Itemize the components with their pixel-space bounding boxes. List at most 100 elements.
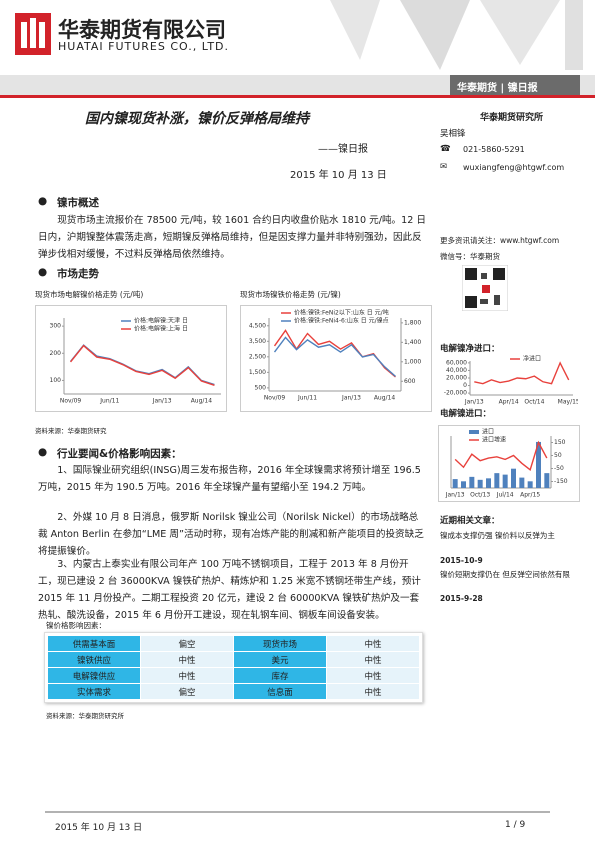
section-heading: 行业要闻&价格影响因素： [57, 448, 182, 460]
table-cell: 信息面 [233, 683, 327, 700]
tick-label: 60,000 [446, 359, 467, 366]
line [69, 344, 215, 386]
table-cell: 实体需求 [47, 683, 141, 700]
source: 资料来源：华泰期货研究 [35, 427, 107, 435]
table-caption: 镍价格影响因素： [46, 621, 106, 630]
x-tick-label: Oct/13 [470, 492, 490, 499]
bar [469, 476, 475, 488]
table-box: 供需基本面 偏空 现货市场 中性 镍铁供应 中性 美元 中性 电解镍供应 中性 库存 中性 实体需求 偏空… [44, 632, 423, 703]
tick-label: 4,500 [249, 322, 266, 329]
x-tick-label: Jun/11 [297, 395, 317, 402]
tick-label: 600 [404, 378, 416, 385]
x-tick-label: Jul/14 [496, 492, 514, 499]
chart: 500 1,500 2,500 3,500 4,500 600 1,000 1,400 1,80… [240, 305, 432, 412]
table-cell: 中性 [326, 683, 420, 700]
bar [494, 473, 500, 488]
tick-label: 200 [50, 350, 62, 357]
table-cell: 库存 [233, 667, 327, 684]
article-date: 2015-10-9 [440, 556, 483, 565]
tick-label: 1,400 [404, 339, 421, 346]
tick-label: 20,000 [446, 375, 467, 382]
x-tick-label: Apr/14 [499, 399, 519, 406]
x-tick-label: Oct/14 [524, 399, 544, 406]
tick-label: 150 [554, 439, 566, 446]
tick-label: 2,500 [249, 353, 266, 360]
company: 华泰期货有限公司 [58, 18, 226, 42]
tick-label: -20,000 [444, 390, 467, 397]
chart-title: 现货市场镍铁价格走势 (元/镍) [240, 290, 341, 299]
bar [502, 474, 508, 488]
bar [527, 481, 533, 488]
tick-label: 50 [554, 452, 562, 459]
qr-code [462, 265, 508, 311]
email: wuxiangfeng@htgwf.com [463, 163, 565, 172]
tick-label: 100 [50, 377, 62, 384]
mail-icon: ✉ [440, 162, 448, 172]
tick-label: 300 [50, 323, 62, 330]
table-row: 供需基本面 偏空 现货市场 中性 [47, 635, 420, 652]
table-cell: 中性 [140, 651, 234, 668]
table-cell: 中性 [326, 667, 420, 684]
table-row: 实体需求 偏空 信息面 中性 [47, 683, 420, 700]
table-cell: 中性 [326, 635, 420, 652]
articles-title: 近期相关文章： [440, 516, 500, 526]
import-title: 电解镍进口： [440, 409, 492, 419]
chart: 150 50 -50 -150 Jan/13 Oct/13 Jul/14 Apr/15 进口进口… [438, 425, 580, 502]
legend-label: 价格:电解镍:上海 日 [134, 325, 188, 333]
company-en: HUATAI FUTURES CO., LTD. [58, 40, 230, 53]
date: 2015 年 10 月 13 日 [290, 170, 387, 181]
bullet: ● [38, 446, 48, 458]
phone-icon: ☎ [440, 144, 451, 154]
x-tick-label: Jan/13 [464, 399, 484, 406]
paragraph: 1、国际镍业研究组织(INSG)周三发布报告称，2016 年全球镍需求将预计增至… [38, 465, 421, 493]
x-tick-label: Jan/13 [341, 395, 361, 402]
tick-label: 1,800 [404, 319, 421, 326]
footer-rule [45, 811, 550, 813]
bar [477, 479, 483, 488]
tick-label: 3,500 [249, 338, 266, 345]
x-tick-label: Jun/11 [99, 398, 119, 405]
x-tick-label: Jan/13 [445, 492, 465, 499]
tick-label: -150 [554, 478, 568, 485]
line [273, 336, 396, 377]
bar [452, 479, 458, 488]
bullet: ● [38, 266, 48, 278]
tick-label: -50 [554, 465, 564, 472]
bar [511, 468, 516, 488]
table-cell: 偏空 [140, 635, 234, 652]
tick-label: 1,500 [249, 369, 266, 376]
chart-title: 现货市场电解镍价格走势 (元/吨) [35, 290, 144, 299]
tick-label: 40,000 [446, 367, 467, 374]
tick-label: 0 [463, 382, 467, 389]
article-title: 镍成本支撑仍强 镍价料以反弹为主 [440, 531, 555, 540]
legend-label: 价格:镍铁:FeNi2以下:山东 日 元/吨 [294, 309, 389, 317]
bar [519, 477, 525, 488]
legend-label: 价格:电解镍:天津 日 [134, 317, 188, 325]
report-tag: 华泰期货 | 镍日报 [457, 83, 538, 94]
chart: 100 200 300 Nov/09 Jun/11 Jan/13 Aug/14 价格:电解镍:… [35, 305, 227, 412]
page-number: 1 / 9 [505, 820, 526, 830]
x-tick-label: Aug/14 [374, 395, 396, 402]
table-source: 资料来源：华泰期货研究所 [46, 712, 124, 720]
paragraph: 现货市场主流报价在 78500 元/吨，较 1601 合约日内收盘价贴水 181… [38, 215, 426, 260]
article-title: 镍价短期支撑仍在 但反弹空间依然有限 [440, 570, 570, 579]
x-tick-label: Nov/09 [264, 395, 286, 402]
paragraph: 2、外媒 10 月 8 日消息，俄罗斯 Norilsk 镍业公司（Norilsk… [38, 512, 424, 557]
table: 供需基本面 偏空 现货市场 中性 镍铁供应 中性 美元 中性 电解镍供应 中性 库存 中性 实体需求 偏空… [47, 635, 420, 700]
follow: 更多资讯请关注：www.htgwf.com [440, 236, 560, 245]
line [454, 440, 548, 471]
bullet: ● [38, 195, 48, 207]
x-tick-label: Jan/13 [152, 398, 172, 405]
table-cell: 镍铁供应 [47, 651, 141, 668]
legend-label: 进口 [482, 428, 494, 436]
section-heading: 市场走势 [57, 268, 99, 280]
footer-date: 2015 年 10 月 13 日 [55, 823, 143, 833]
line [69, 344, 215, 386]
bar [544, 473, 550, 488]
x-tick-label: Apr/15 [520, 492, 540, 499]
table-cell: 偏空 [140, 683, 234, 700]
table-cell: 中性 [140, 667, 234, 684]
header-graphic [0, 0, 595, 98]
